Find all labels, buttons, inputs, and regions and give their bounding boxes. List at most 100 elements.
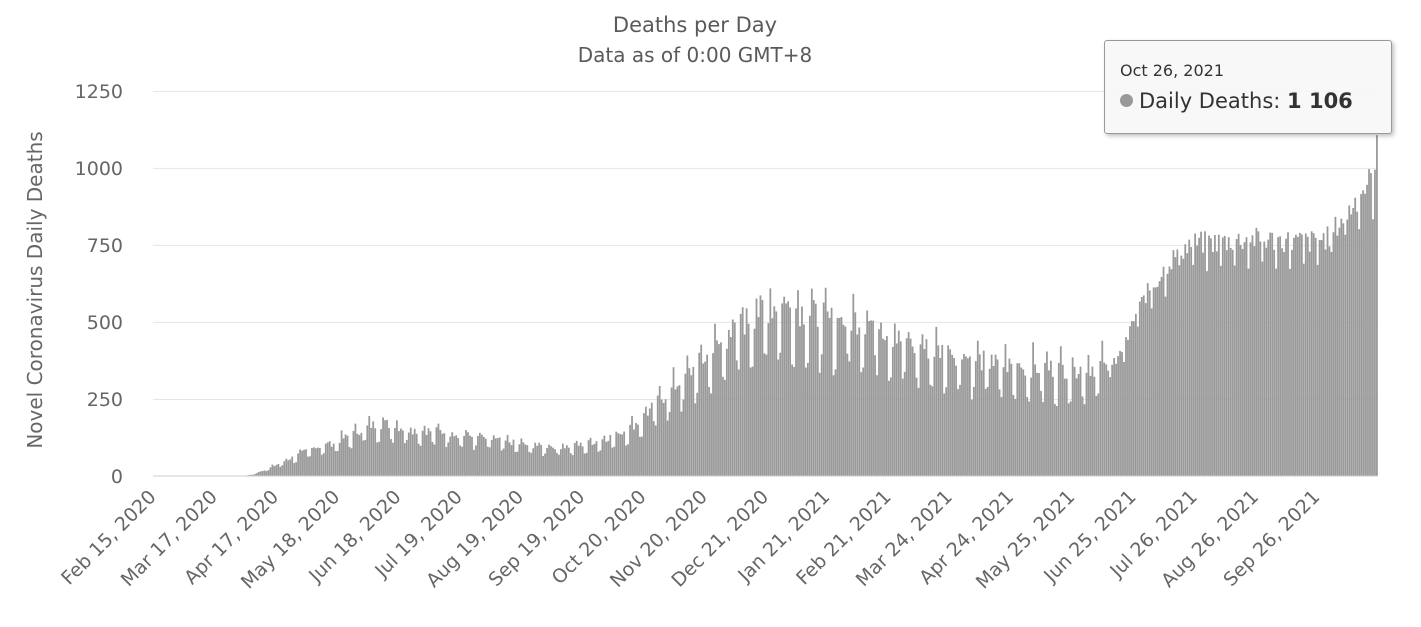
daily-deaths-bar[interactable]: [261, 471, 264, 476]
daily-deaths-bar[interactable]: [1129, 326, 1131, 476]
daily-deaths-bar[interactable]: [656, 395, 659, 476]
daily-deaths-bar[interactable]: [575, 440, 578, 476]
daily-deaths-bar[interactable]: [641, 436, 643, 476]
daily-deaths-bar[interactable]: [305, 449, 307, 476]
daily-deaths-bar[interactable]: [318, 447, 321, 476]
daily-deaths-bar[interactable]: [909, 338, 912, 476]
daily-deaths-bar[interactable]: [480, 434, 483, 476]
daily-deaths-bar[interactable]: [500, 450, 503, 476]
daily-deaths-bar[interactable]: [814, 303, 817, 476]
daily-deaths-bar[interactable]: [1225, 250, 1228, 476]
daily-deaths-bar[interactable]: [907, 332, 910, 476]
daily-deaths-bar[interactable]: [388, 427, 390, 476]
daily-deaths-bar[interactable]: [577, 445, 580, 476]
daily-deaths-bar[interactable]: [1251, 235, 1254, 476]
daily-deaths-bar[interactable]: [514, 451, 517, 476]
daily-deaths-bar[interactable]: [724, 379, 726, 476]
daily-deaths-bar[interactable]: [1069, 401, 1072, 476]
daily-deaths-bar[interactable]: [731, 319, 734, 476]
daily-deaths-bar[interactable]: [1263, 241, 1266, 477]
daily-deaths-bar[interactable]: [554, 449, 556, 476]
daily-deaths-bar[interactable]: [273, 466, 276, 476]
daily-deaths-bar[interactable]: [747, 323, 750, 476]
daily-deaths-bar[interactable]: [891, 346, 894, 476]
daily-deaths-bar[interactable]: [812, 300, 815, 476]
daily-deaths-bar[interactable]: [459, 445, 462, 476]
daily-deaths-bar[interactable]: [1046, 351, 1048, 476]
daily-deaths-bar[interactable]: [974, 361, 977, 476]
daily-deaths-bar[interactable]: [725, 348, 728, 476]
daily-deaths-bar[interactable]: [447, 442, 450, 476]
daily-deaths-bar[interactable]: [733, 322, 736, 476]
daily-deaths-bar[interactable]: [611, 447, 614, 476]
daily-deaths-bar[interactable]: [469, 435, 471, 476]
daily-deaths-bar[interactable]: [672, 367, 675, 476]
daily-deaths-bar[interactable]: [589, 437, 592, 476]
daily-deaths-bar[interactable]: [1360, 194, 1362, 477]
daily-deaths-bar[interactable]: [1233, 265, 1236, 476]
daily-deaths-bar[interactable]: [453, 436, 456, 476]
daily-deaths-bar[interactable]: [1184, 244, 1187, 476]
daily-deaths-bar[interactable]: [1237, 233, 1240, 476]
daily-deaths-bar[interactable]: [899, 341, 902, 476]
daily-deaths-bar[interactable]: [427, 428, 430, 476]
daily-deaths-bar[interactable]: [457, 438, 460, 476]
daily-deaths-bar[interactable]: [346, 435, 349, 476]
daily-deaths-bar[interactable]: [1245, 237, 1248, 476]
daily-deaths-bar[interactable]: [431, 442, 434, 476]
daily-deaths-bar[interactable]: [793, 366, 795, 476]
daily-deaths-bar[interactable]: [1000, 397, 1003, 476]
daily-deaths-bar[interactable]: [765, 354, 768, 476]
daily-deaths-bar[interactable]: [1227, 237, 1230, 476]
daily-deaths-bar[interactable]: [1249, 242, 1252, 476]
daily-deaths-bar[interactable]: [951, 354, 954, 476]
daily-deaths-bar[interactable]: [795, 308, 797, 476]
daily-deaths-bar[interactable]: [498, 437, 501, 476]
daily-deaths-bar[interactable]: [708, 386, 710, 476]
daily-deaths-bar[interactable]: [287, 460, 290, 476]
daily-deaths-bar[interactable]: [443, 433, 446, 476]
daily-deaths-bar[interactable]: [561, 443, 564, 476]
daily-deaths-bar[interactable]: [477, 435, 479, 476]
daily-deaths-bar[interactable]: [1196, 245, 1199, 476]
daily-deaths-bar[interactable]: [1085, 372, 1088, 476]
daily-deaths-bar[interactable]: [599, 450, 602, 476]
daily-deaths-bar[interactable]: [678, 385, 681, 476]
daily-deaths-bar[interactable]: [352, 431, 355, 476]
daily-deaths-bar[interactable]: [322, 453, 325, 476]
daily-deaths-bar[interactable]: [524, 444, 527, 476]
daily-deaths-bar[interactable]: [320, 454, 323, 476]
daily-deaths-bar[interactable]: [1229, 247, 1232, 476]
daily-deaths-bar[interactable]: [745, 308, 748, 476]
daily-deaths-bar[interactable]: [1283, 251, 1285, 476]
daily-deaths-bar[interactable]: [1018, 363, 1021, 476]
daily-deaths-bar[interactable]: [662, 402, 665, 476]
daily-deaths-bar[interactable]: [307, 456, 309, 476]
daily-deaths-bar[interactable]: [465, 430, 467, 476]
daily-deaths-bar[interactable]: [1002, 367, 1005, 476]
daily-deaths-bar[interactable]: [1342, 223, 1345, 476]
daily-deaths-bar[interactable]: [360, 432, 363, 476]
daily-deaths-bar[interactable]: [805, 367, 807, 476]
daily-deaths-bar[interactable]: [700, 344, 703, 476]
daily-deaths-bar[interactable]: [484, 438, 487, 476]
daily-deaths-bar[interactable]: [755, 298, 758, 476]
daily-deaths-bar[interactable]: [407, 432, 410, 476]
daily-deaths-bar[interactable]: [1101, 340, 1104, 476]
daily-deaths-bar[interactable]: [1071, 357, 1074, 476]
daily-deaths-bar[interactable]: [955, 365, 957, 476]
daily-deaths-bar[interactable]: [967, 358, 969, 476]
daily-deaths-bar[interactable]: [953, 357, 955, 476]
daily-deaths-bar[interactable]: [1099, 361, 1102, 476]
daily-deaths-bar[interactable]: [271, 464, 274, 476]
daily-deaths-bar[interactable]: [1275, 268, 1278, 476]
daily-deaths-bar[interactable]: [340, 430, 343, 476]
daily-deaths-bar[interactable]: [1306, 236, 1309, 476]
daily-deaths-bar[interactable]: [1053, 403, 1056, 476]
daily-deaths-bar[interactable]: [1271, 232, 1274, 476]
daily-deaths-bar[interactable]: [1048, 370, 1050, 476]
daily-deaths-bar[interactable]: [666, 420, 669, 476]
daily-deaths-bar[interactable]: [901, 378, 904, 476]
daily-deaths-bar[interactable]: [565, 445, 568, 476]
daily-deaths-bar[interactable]: [615, 431, 618, 476]
